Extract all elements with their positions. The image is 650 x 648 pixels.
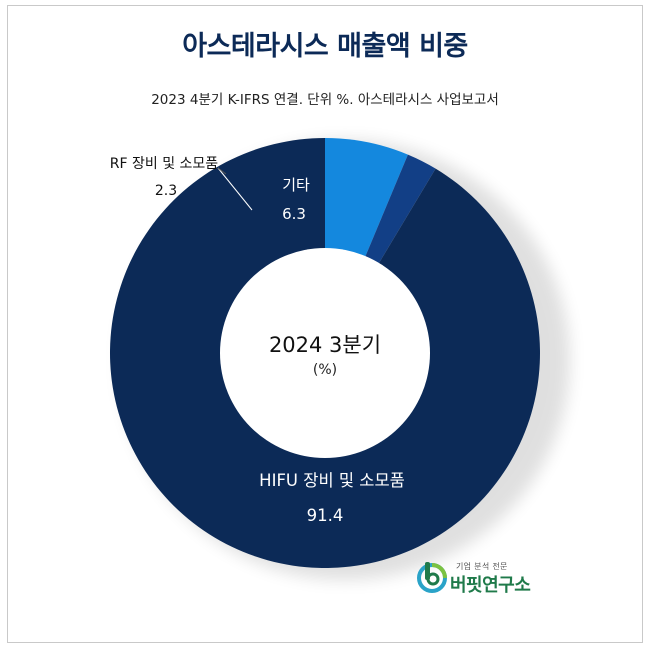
logo-mark-icon	[417, 562, 447, 593]
logo: 기업 분석 전문 버핏연구소	[416, 556, 576, 600]
logo-tagline: 기업 분석 전문	[456, 562, 508, 571]
slice-label-rf: RF 장비 및 소모품	[110, 156, 219, 172]
chart-title: 아스테라시스 매출액 비중	[182, 31, 468, 62]
slice-label-hifu: HIFU 장비 및 소모품	[259, 471, 405, 490]
center-label-line1: 2024 3분기	[269, 333, 381, 357]
slice-value-hifu: 91.4	[307, 506, 344, 525]
center-label-line2: (%)	[313, 362, 337, 378]
rf-leader-line-tail	[217, 167, 227, 175]
logo-name: 버핏연구소	[450, 575, 531, 596]
slice-label-other: 기타	[282, 176, 310, 194]
donut-hole	[220, 248, 430, 458]
slice-value-other: 6.3	[282, 205, 306, 223]
chart-subtitle: 2023 4분기 K-IFRS 연결. 단위 %. 아스테라시스 사업보고서	[151, 92, 499, 108]
rf-leader-line	[217, 167, 253, 211]
slice-value-rf: 2.3	[155, 183, 177, 199]
